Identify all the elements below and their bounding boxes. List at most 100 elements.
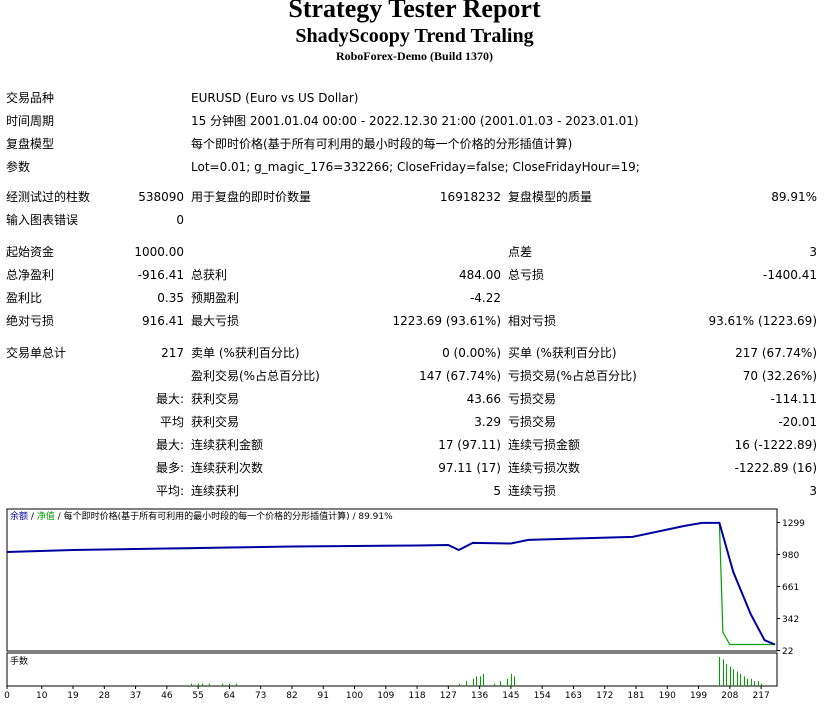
legend-model: 每个即时价格(基于所有可利用的最小时段的每一个价格的分形插值计算) / 89.9… — [64, 510, 394, 522]
legend-equity: 净值 — [37, 510, 55, 522]
ticks-value: 16918232 — [439, 190, 501, 204]
avg-consecutive-losses-value: 3 — [809, 484, 817, 498]
legend-balance: 余额 — [10, 510, 28, 522]
profit-trades-label: 盈利交易(%占总百分比) — [191, 369, 320, 383]
short-positions-value: 0 (0.00%) — [442, 346, 501, 360]
period-value: 15 分钟图 2001.01.04 00:00 - 2022.12.30 21:… — [191, 114, 639, 128]
gross-profit-label: 总获利 — [191, 268, 228, 282]
loss-trades-label: 亏损交易(%占总百分比) — [508, 369, 637, 383]
largest-prefix: 最大: — [155, 392, 184, 406]
avg-consecutive-wins-value: 5 — [493, 484, 501, 498]
x-tick-label: 37 — [130, 691, 141, 701]
gross-loss-value: -1400.41 — [763, 268, 817, 282]
x-tick-label: 208 — [721, 691, 738, 701]
broker-build: RoboForex-Demo (Build 1370) — [335, 49, 494, 63]
max-consecutive-wins-value: 17 (97.11) — [438, 438, 501, 452]
symbol-value: EURUSD (Euro vs US Dollar) — [191, 91, 359, 105]
deposit-label: 起始资金 — [6, 245, 55, 259]
volume-panel-border — [6, 652, 778, 687]
quality-label: 复盘模型的质量 — [508, 190, 593, 204]
x-tick-label: 64 — [224, 691, 236, 701]
deposit-value: 1000.00 — [134, 245, 184, 259]
y-tick-label: 1299 — [782, 519, 805, 529]
volume-bars — [191, 657, 762, 686]
x-tick-label: 109 — [377, 691, 394, 701]
max-prefix: 最大: — [155, 438, 184, 452]
max-drawdown-label: 最大亏损 — [191, 314, 240, 328]
profit-factor-label: 盈利比 — [6, 291, 43, 305]
avg-consecutive-losses-label: 连续亏损 — [508, 484, 557, 498]
model-value: 每个即时价格(基于所有可利用的最小时段的每一个价格的分形插值计算) — [191, 137, 573, 151]
long-positions-label: 买单 (%获利百分比) — [508, 346, 617, 360]
chart-labels: 1299 980 661 342 22 0 10 19 28 37 46 55 64 73 82 91 100 1… — [4, 510, 805, 701]
net-profit-label: 总净盈利 — [6, 268, 55, 282]
relative-drawdown-label: 相对亏损 — [508, 314, 557, 328]
symbol-label: 交易品种 — [6, 91, 55, 105]
y-tick-label: 980 — [782, 551, 799, 561]
chart-lines — [6, 521, 776, 646]
x-tick-label: 0 — [4, 691, 10, 701]
model-label: 复盘模型 — [6, 137, 55, 151]
most-prefix: 最多: — [155, 461, 184, 475]
profit-factor-value: 0.35 — [157, 291, 184, 305]
chart-grid — [6, 522, 780, 689]
quality-value: 89.91% — [771, 190, 817, 204]
largest-profit-value: 43.66 — [466, 392, 501, 406]
x-tick-label: 100 — [346, 691, 363, 701]
balance-line — [6, 521, 776, 646]
x-tick-label: 46 — [161, 691, 173, 701]
expert-name: ShadyScoopy Trend Traling — [295, 25, 534, 47]
max-consecutive-loss-label: 连续亏损次数 — [508, 461, 581, 475]
x-tick-label: 19 — [67, 691, 79, 701]
legend-separator: / — [55, 512, 64, 522]
x-tick-label: 127 — [440, 691, 457, 701]
x-tick-label: 217 — [753, 691, 770, 701]
largest-loss-label: 亏损交易 — [508, 392, 557, 406]
profit-trades-value: 147 (67.74%) — [419, 369, 501, 383]
x-tick-label: 154 — [534, 691, 551, 701]
x-tick-label: 91 — [318, 691, 329, 701]
expected-payoff-label: 预期盈利 — [191, 291, 240, 305]
max-consecutive-profit-label: 连续获利次数 — [191, 461, 264, 475]
chart-frame — [6, 508, 778, 687]
report-title: Strategy Tester Report — [288, 0, 541, 23]
x-tick-label: 136 — [471, 691, 488, 701]
x-tick-label: 199 — [690, 691, 707, 701]
legend-separator: / — [28, 512, 37, 522]
max-consecutive-losses-label: 连续亏损金额 — [508, 438, 581, 452]
absolute-drawdown-label: 绝对亏损 — [6, 314, 55, 328]
max-consecutive-wins-label: 连续获利金额 — [191, 438, 264, 452]
spread-value: 3 — [809, 245, 817, 259]
x-tick-label: 190 — [659, 691, 676, 701]
period-label: 时间周期 — [6, 114, 55, 128]
max-consecutive-loss-value: -1222.89 (16) — [734, 461, 817, 475]
y-tick-label: 22 — [782, 647, 793, 657]
average-profit-value: 3.29 — [474, 415, 501, 429]
bars-value: 538090 — [138, 190, 184, 204]
absolute-drawdown-value: 916.41 — [142, 314, 184, 328]
x-tick-label: 181 — [627, 691, 644, 701]
avg-consecutive-wins-label: 连续获利 — [191, 484, 240, 498]
y-tick-label: 342 — [782, 615, 799, 625]
bars-label: 经测试过的柱数 — [6, 190, 91, 204]
average-loss-value: -20.01 — [778, 415, 817, 429]
net-profit-value: -916.41 — [137, 268, 184, 282]
x-tick-label: 55 — [192, 691, 203, 701]
errors-label: 输入图表错误 — [6, 213, 79, 227]
average-loss-label: 亏损交易 — [508, 415, 557, 429]
errors-value: 0 — [176, 213, 184, 227]
relative-drawdown-value: 93.61% (1223.69) — [708, 314, 817, 328]
short-positions-label: 卖单 (%获利百分比) — [191, 346, 300, 360]
x-tick-label: 118 — [408, 691, 425, 701]
largest-loss-value: -114.11 — [770, 392, 817, 406]
x-tick-label: 145 — [502, 691, 519, 701]
loss-trades-value: 70 (32.26%) — [742, 369, 817, 383]
ticks-label: 用于复盘的即时价数量 — [191, 190, 312, 204]
gross-profit-value: 484.00 — [459, 268, 501, 282]
long-positions-value: 217 (67.74%) — [735, 346, 817, 360]
params-value: Lot=0.01; g_magic_176=332266; CloseFrida… — [191, 160, 640, 174]
max-consecutive-profit-value: 97.11 (17) — [438, 461, 501, 475]
average-profit-label: 获利交易 — [191, 415, 240, 429]
max-consecutive-losses-value: 16 (-1222.89) — [734, 438, 817, 452]
